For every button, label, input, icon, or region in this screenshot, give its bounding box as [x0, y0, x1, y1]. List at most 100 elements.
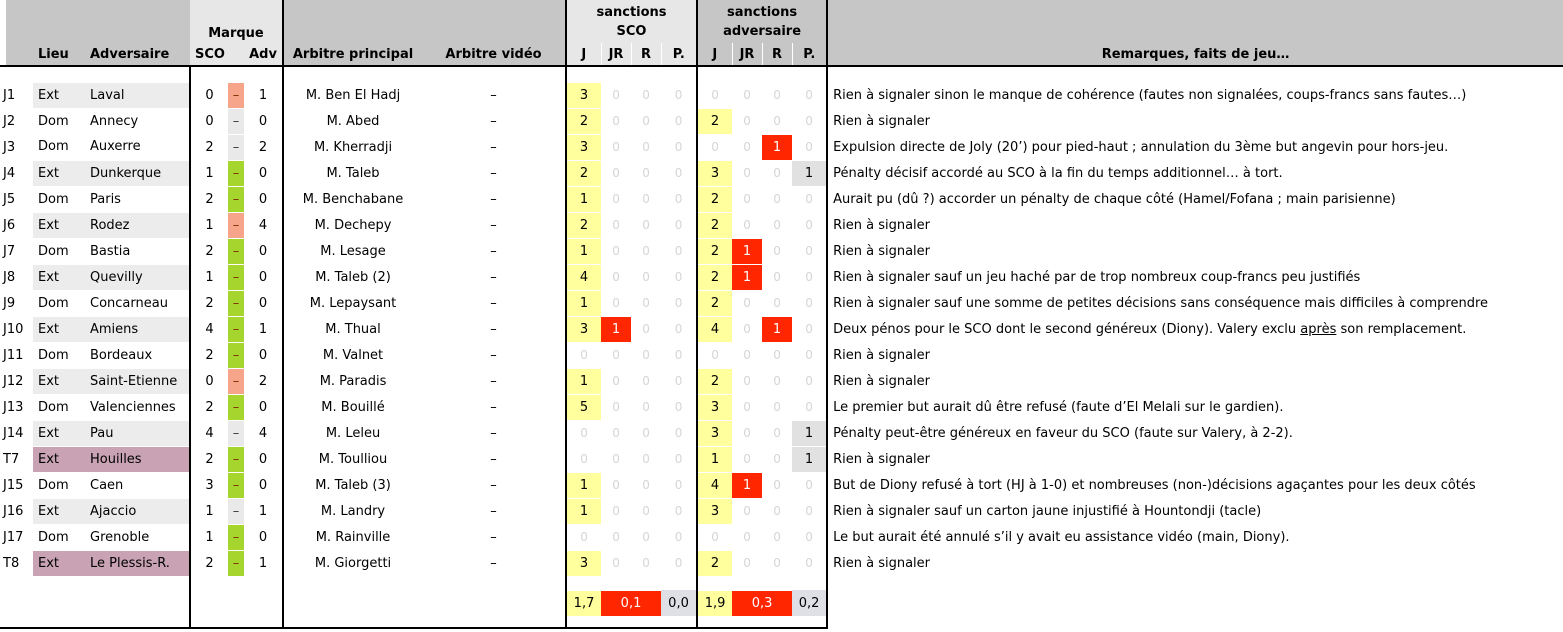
sanction-cell-adv-jr[interactable]: 0 — [743, 530, 751, 544]
sanction-cell-sco-r[interactable]: 0 — [642, 296, 650, 310]
cell-arbitre-video[interactable]: – — [490, 139, 497, 155]
cell-adversaire[interactable]: Houilles — [88, 445, 190, 473]
cell-adversaire[interactable]: Grenoble — [90, 529, 150, 545]
cell-arbitre-principal[interactable]: M. Lepaysant — [282, 290, 423, 316]
cell-adversaire[interactable]: Saint-Etienne — [88, 367, 190, 395]
sanction-cell-sco-r[interactable]: 0 — [642, 556, 650, 570]
cell-score-sco[interactable]: 2 — [189, 394, 228, 420]
cell-score-separator[interactable]: – — [228, 445, 244, 473]
cell-adversaire[interactable]: Caen — [90, 477, 124, 493]
sanction-cell-sco-j[interactable]: 1 — [565, 367, 602, 395]
cell-arbitre-video[interactable]: – — [490, 269, 497, 285]
sanction-cell-adv-j[interactable]: 3 — [696, 159, 733, 187]
sanction-cell-sco-r[interactable]: 0 — [642, 244, 650, 258]
cell-adversaire[interactable]: Pau — [88, 419, 190, 447]
sanction-cell-sco-jr[interactable]: 0 — [612, 114, 620, 128]
cell-score-adv[interactable]: 0 — [258, 399, 268, 415]
header-sco-r[interactable]: R — [630, 43, 662, 67]
cell-adversaire[interactable]: Valenciennes — [90, 399, 176, 415]
cell-arbitre-video[interactable]: – — [490, 87, 497, 103]
sanction-cell-adv-r[interactable]: 0 — [773, 400, 781, 414]
sanction-cell-sco-r[interactable]: 0 — [642, 452, 650, 466]
cell-arbitre-video[interactable]: – — [490, 347, 497, 363]
sanction-cell-sco-j[interactable]: 1 — [565, 237, 602, 265]
sanction-cell-sco-p[interactable]: 0 — [674, 556, 683, 570]
sanction-cell-adv-j[interactable]: 1 — [696, 445, 733, 473]
sanction-cell-adv-j[interactable]: 2 — [696, 237, 733, 265]
cell-remark[interactable]: Rien à signaler — [826, 212, 1563, 238]
sanction-cell-adv-r[interactable]: 0 — [773, 504, 781, 518]
sanction-cell-sco-p[interactable]: 0 — [674, 374, 683, 388]
header-adversaire[interactable]: Adversaire — [88, 43, 190, 67]
sanction-cell-sco-j[interactable]: 1 — [565, 289, 602, 317]
sanction-cell-sco-p[interactable]: 0 — [674, 218, 683, 232]
sanction-cell-adv-p[interactable]: 0 — [805, 270, 813, 284]
sanction-cell-sco-j[interactable]: 2 — [565, 159, 602, 187]
cell-arbitre-principal[interactable]: M. Bouillé — [282, 394, 423, 420]
cell-arbitre-video[interactable]: – — [490, 425, 497, 441]
sanction-cell-sco-p[interactable]: 0 — [674, 296, 683, 310]
sanction-cell-sco-p[interactable]: 0 — [674, 530, 683, 544]
sanction-cell-adv-r[interactable]: 0 — [773, 374, 781, 388]
sanction-cell-adv-p[interactable]: 0 — [805, 244, 813, 258]
cell-score-sco[interactable]: 2 — [189, 238, 228, 264]
row-label[interactable]: J6 — [3, 217, 16, 233]
header-sco-j[interactable]: J — [565, 43, 602, 67]
sanction-cell-adv-r[interactable]: 0 — [773, 478, 781, 492]
cell-arbitre-principal[interactable]: M. Taleb (3) — [282, 472, 423, 498]
sanction-cell-sco-p[interactable]: 0 — [674, 348, 683, 362]
header-adv-p[interactable]: P. — [791, 43, 828, 67]
sanction-cell-sco-r[interactable]: 0 — [642, 166, 650, 180]
cell-score-adv[interactable]: 2 — [258, 139, 268, 155]
sanction-cell-sco-jr[interactable]: 0 — [612, 530, 620, 544]
sanction-cell-adv-j[interactable]: 4 — [696, 471, 733, 499]
header-sco-p[interactable]: P. — [660, 43, 698, 67]
cell-arbitre-principal[interactable]: M. Toulliou — [282, 446, 423, 472]
summary-sco-yellow-avg[interactable]: 1,7 — [565, 589, 602, 617]
cell-lieu[interactable]: Dom — [38, 399, 69, 415]
row-label[interactable]: J9 — [3, 295, 16, 311]
sanction-cell-sco-r[interactable]: 0 — [642, 270, 650, 284]
row-label[interactable]: J7 — [3, 243, 16, 259]
sanction-cell-sco-jr[interactable]: 0 — [612, 556, 620, 570]
cell-remark[interactable]: Rien à signaler — [826, 108, 1563, 134]
cell-arbitre-video[interactable]: – — [490, 503, 497, 519]
cell-lieu[interactable]: Ext — [33, 159, 88, 187]
cell-score-sco[interactable]: 1 — [189, 264, 228, 290]
row-label[interactable]: J17 — [3, 529, 24, 545]
cell-score-separator[interactable]: – — [228, 211, 244, 239]
row-label[interactable]: J11 — [3, 347, 24, 363]
cell-score-adv[interactable]: 0 — [258, 269, 268, 285]
cell-remark[interactable]: Rien à signaler sauf un jeu haché par de… — [826, 264, 1563, 290]
cell-score-adv[interactable]: 0 — [258, 191, 268, 207]
cell-score-separator[interactable]: – — [228, 237, 244, 265]
row-label[interactable]: J16 — [3, 503, 24, 519]
row-label[interactable]: J5 — [3, 191, 16, 207]
sanction-cell-sco-j[interactable]: 2 — [565, 107, 602, 135]
sanction-cell-adv-p[interactable]: 0 — [805, 504, 813, 518]
sanction-cell-adv-j[interactable]: 0 — [696, 82, 733, 108]
cell-adversaire[interactable]: Rodez — [88, 211, 190, 239]
cell-remark[interactable]: Aurait pu (dû ?) accorder un pénalty de … — [826, 186, 1563, 212]
sanction-cell-sco-jr[interactable]: 0 — [612, 218, 620, 232]
sanction-cell-adv-jr[interactable]: 0 — [743, 192, 751, 206]
cell-lieu[interactable]: Ext — [33, 263, 88, 291]
cell-adversaire[interactable]: Ajaccio — [88, 497, 190, 525]
sanction-cell-sco-r[interactable]: 0 — [642, 218, 650, 232]
cell-lieu[interactable]: Dom — [38, 477, 69, 493]
summary-adv-yellow-avg[interactable]: 1,9 — [696, 589, 733, 617]
sanction-cell-adv-jr[interactable]: 1 — [732, 237, 763, 265]
cell-arbitre-principal[interactable]: M. Abed — [282, 108, 423, 134]
cell-score-adv[interactable]: 1 — [258, 87, 268, 103]
cell-remark[interactable]: Expulsion directe de Joly (20’) pour pie… — [826, 134, 1563, 160]
cell-lieu[interactable]: Dom — [38, 139, 69, 155]
cell-score-adv[interactable]: 0 — [258, 295, 268, 311]
cell-arbitre-principal[interactable]: M. Taleb — [282, 160, 423, 186]
sanction-cell-adv-jr[interactable]: 0 — [743, 166, 751, 180]
sanction-cell-adv-r[interactable]: 0 — [773, 426, 781, 440]
sanction-cell-sco-p[interactable]: 0 — [674, 244, 683, 258]
cell-remark[interactable]: Pénalty peut-être généreux en faveur du … — [826, 420, 1563, 446]
cell-adversaire[interactable]: Paris — [90, 191, 121, 207]
cell-score-separator[interactable]: – — [228, 315, 244, 343]
sanction-cell-adv-j[interactable]: 2 — [696, 185, 733, 213]
